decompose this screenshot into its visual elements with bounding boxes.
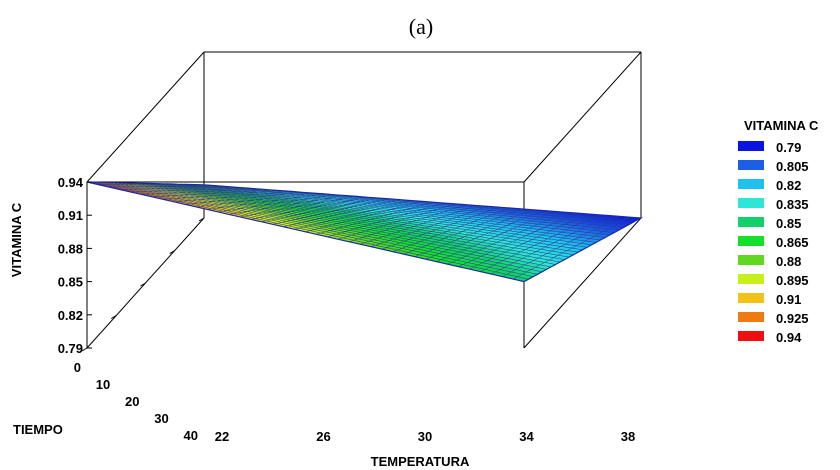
z-tick-label: 0.94: [58, 175, 84, 190]
legend-label: 0.865: [776, 235, 809, 250]
legend-label: 0.88: [776, 254, 801, 269]
y-tick-mark: [198, 217, 205, 222]
legend-label: 0.91: [776, 292, 801, 307]
legend-swatch: [738, 293, 764, 303]
legend-swatch: [738, 331, 764, 341]
legend-label: 0.79: [776, 140, 801, 155]
z-tick-label: 0.88: [58, 241, 83, 256]
surface-mesh: [86, 181, 644, 283]
y-tick-label: 20: [125, 394, 139, 409]
legend-label: 0.925: [776, 311, 809, 326]
legend-swatch: [738, 312, 764, 322]
legend-label: 0.85: [776, 216, 801, 231]
y-tick-mark: [169, 250, 176, 254]
y-tick-label: 0: [74, 360, 81, 375]
legend-label: 0.805: [776, 159, 809, 174]
chart-title: (a): [409, 14, 433, 39]
y-axis-label: TIEMPO: [13, 422, 63, 437]
legend-label: 0.82: [776, 178, 801, 193]
legend: VITAMINA C 0.79 0.805 0.82 0.835 0.85 0.865 0.…: [738, 118, 819, 345]
x-axis-ticks: 22 26 30 34 38: [215, 429, 635, 444]
x-tick-label: 34: [519, 429, 534, 444]
box-edge: [523, 51, 642, 183]
y-tick-label: 30: [154, 411, 168, 426]
y-tick-mark: [140, 282, 146, 287]
legend-swatch: [738, 236, 764, 246]
legend-label: 0.94: [776, 330, 802, 345]
z-tick-label: 0.82: [58, 308, 83, 323]
y-tick-mark: [81, 347, 88, 352]
y-tick-label: 40: [184, 428, 198, 443]
legend-swatch: [738, 198, 764, 208]
legend-title: VITAMINA C: [744, 118, 819, 133]
y-tick-mark: [110, 315, 117, 319]
legend-swatch: [738, 179, 764, 189]
y-tick-label: 10: [96, 377, 110, 392]
legend-swatch: [738, 160, 764, 170]
z-tick-label: 0.91: [58, 208, 83, 223]
x-tick-label: 22: [215, 429, 229, 444]
z-tick-label: 0.79: [58, 341, 83, 356]
z-tick-label: 0.85: [58, 275, 83, 290]
legend-swatch: [738, 141, 764, 151]
legend-swatch: [738, 274, 764, 284]
x-tick-label: 26: [316, 429, 330, 444]
z-axis-ticks: 0.79 0.82 0.85 0.88 0.91 0.94: [58, 175, 92, 356]
surface-outline: [86, 181, 644, 283]
x-tick-label: 30: [418, 429, 432, 444]
box-edge: [86, 51, 205, 183]
legend-label: 0.895: [776, 273, 809, 288]
legend-label: 0.835: [776, 197, 809, 212]
z-axis-label: VITAMINA C: [9, 202, 24, 277]
x-tick-label: 38: [621, 429, 635, 444]
box-edge: [523, 217, 642, 349]
x-axis-label: TEMPERATURA: [371, 454, 470, 469]
legend-swatch: [738, 217, 764, 227]
legend-swatch: [738, 255, 764, 265]
y-axis-ticks: 0 10 20 30 40: [74, 217, 205, 443]
